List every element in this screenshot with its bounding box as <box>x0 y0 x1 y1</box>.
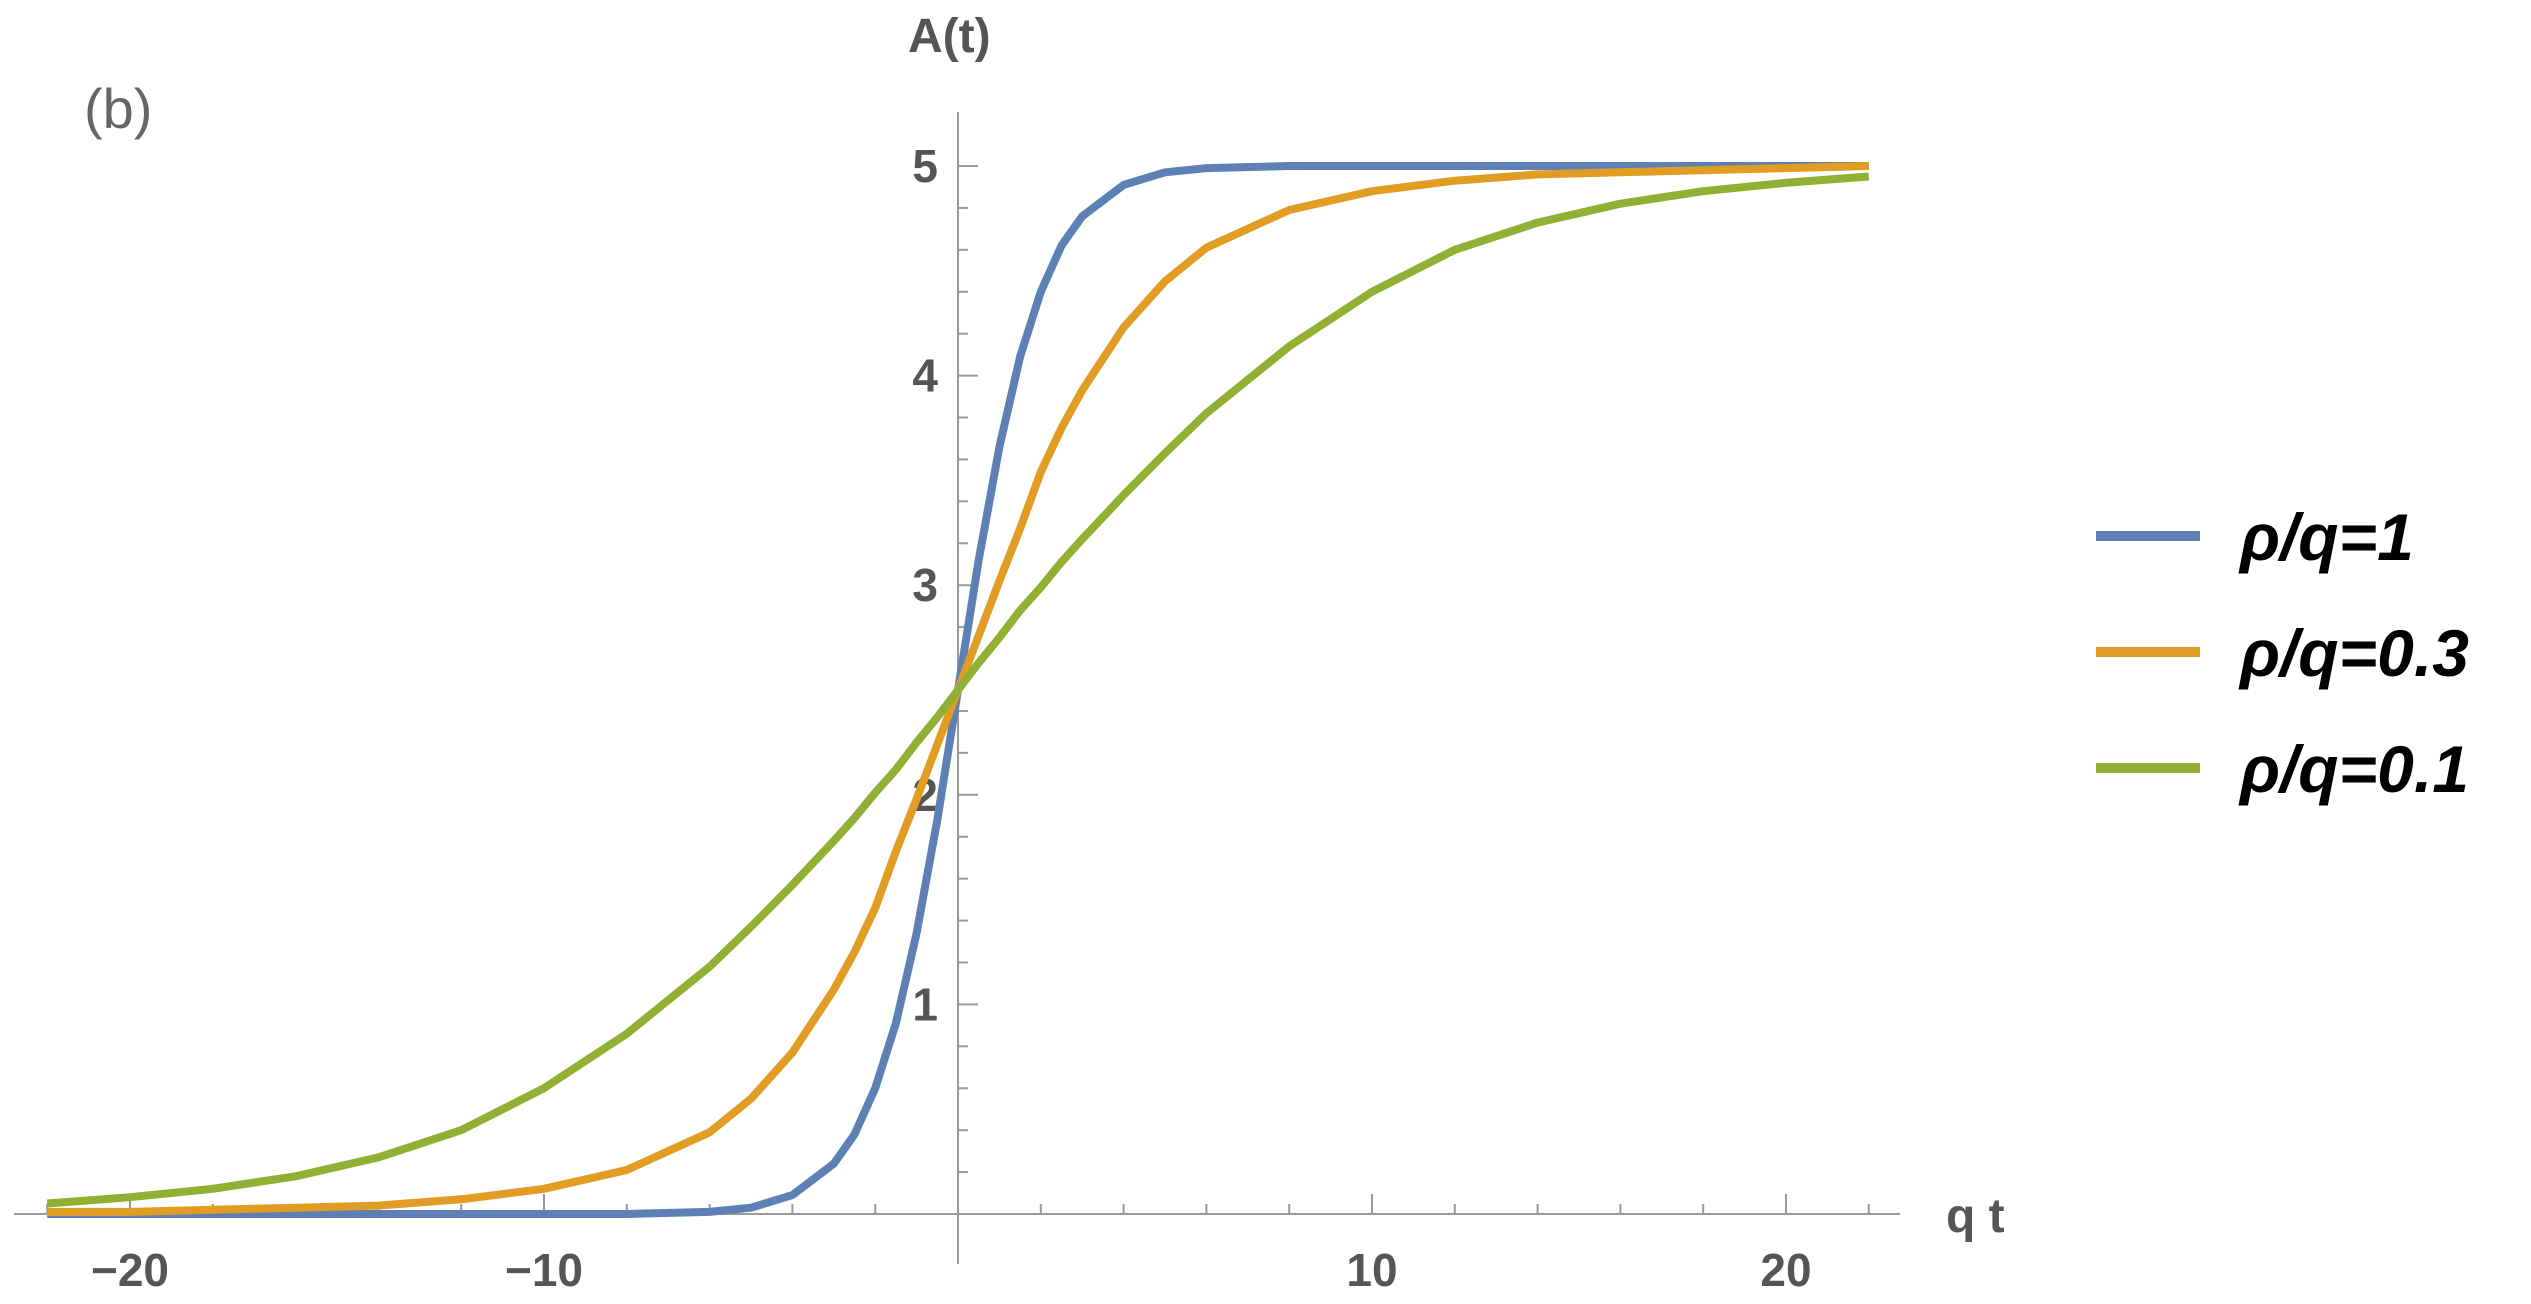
legend-label: ρ/q=1 <box>2238 500 2414 574</box>
x-tick-label: 20 <box>1760 1244 1811 1296</box>
x-tick-label: −10 <box>505 1244 583 1296</box>
y-tick-label: 1 <box>912 978 938 1030</box>
legend-label: ρ/q=0.3 <box>2238 616 2469 690</box>
legend-label: ρ/q=0.1 <box>2238 732 2469 806</box>
series-line-3 <box>46 172 1870 1208</box>
x-tick-label: −20 <box>91 1244 169 1296</box>
y-axis-label: A(t) <box>908 10 991 63</box>
y-tick-label: 3 <box>912 559 938 611</box>
y-tick-label: 4 <box>912 350 938 402</box>
legend: ρ/q=1 ρ/q=0.3 ρ/q=0.1 <box>2096 500 2469 806</box>
x-tick-label: 10 <box>1346 1244 1397 1296</box>
panel-label: (b) <box>84 77 152 140</box>
x-axis-label: q t <box>1946 1190 2005 1243</box>
x-ticks: −20 −10 10 20 <box>91 1194 1812 1296</box>
y-tick-label: 5 <box>912 140 938 192</box>
series-curves <box>46 162 1870 1218</box>
